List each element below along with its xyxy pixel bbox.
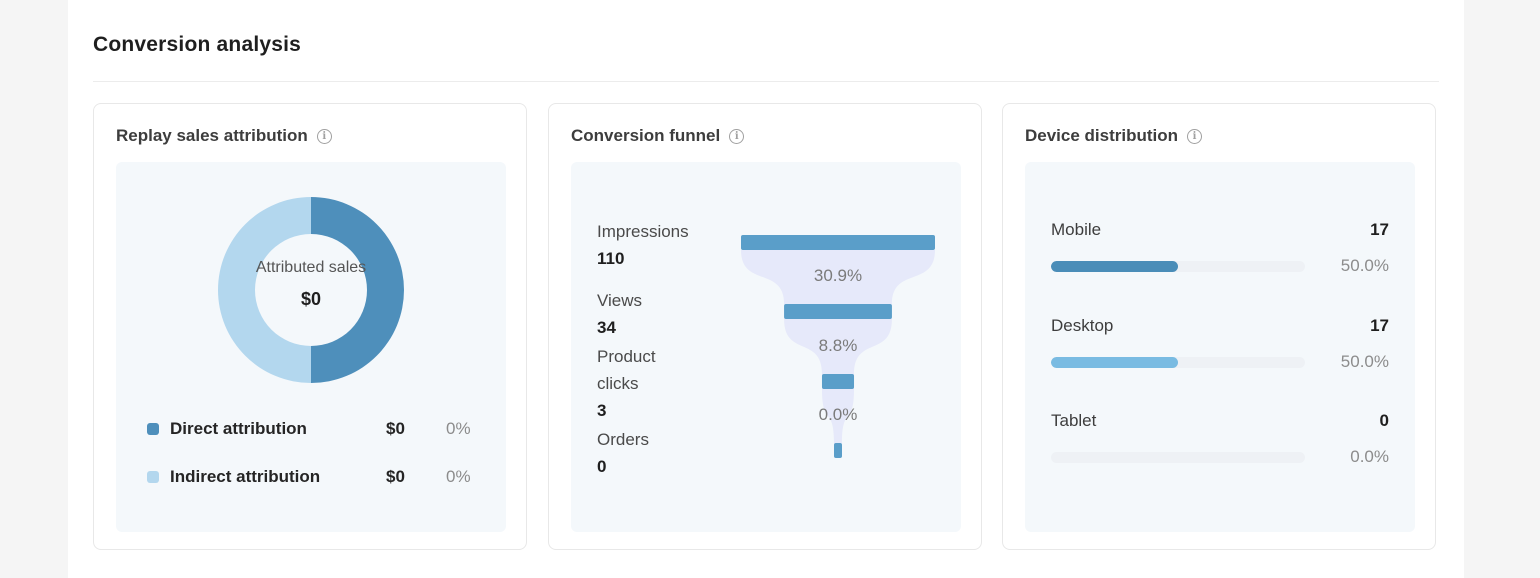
sales-attribution-card: Replay sales attribution i Attributed sa… bbox=[93, 103, 527, 550]
device-distribution-title: Device distribution bbox=[1025, 126, 1179, 145]
info-icon[interactable]: i bbox=[1187, 128, 1203, 144]
conversion-funnel-header: Conversion funnel i bbox=[571, 126, 745, 146]
legend-item-direct[interactable]: Direct attribution $0 0% bbox=[147, 417, 487, 441]
funnel-stage-impressions: Impressions 110 bbox=[597, 218, 717, 272]
funnel-bar-views[interactable] bbox=[784, 304, 892, 319]
device-distribution-body: Mobile 17 50.0% Desktop 17 50.0% bbox=[1025, 162, 1415, 532]
section-title: Conversion analysis bbox=[93, 33, 302, 56]
conversion-analysis-panel: Conversion analysis Replay sales attribu… bbox=[68, 0, 1464, 578]
donut-segment-direct[interactable] bbox=[311, 197, 404, 383]
legend-dot bbox=[147, 471, 159, 483]
funnel-bar-product-clicks[interactable] bbox=[821, 374, 855, 389]
device-distribution-card: Device distribution i Mobile 17 50.0% De… bbox=[1002, 103, 1436, 550]
funnel-stage-value: 34 bbox=[597, 318, 616, 337]
funnel-stage-orders: Orders 0 bbox=[597, 426, 717, 480]
device-row-mobile: Mobile 17 50.0% bbox=[1051, 220, 1389, 276]
funnel-stage-value: 110 bbox=[597, 249, 625, 268]
device-percent: 50.0% bbox=[1340, 352, 1389, 371]
funnel-stage-value: 3 bbox=[597, 401, 607, 420]
device-row-desktop: Desktop 17 50.0% bbox=[1051, 316, 1389, 372]
sales-attribution-title: Replay sales attribution bbox=[116, 126, 308, 145]
device-percent: 0.0% bbox=[1350, 447, 1389, 466]
conversion-funnel-card: Conversion funnel i Impressions 110 View… bbox=[548, 103, 982, 550]
funnel-stage-product-clicks: Product clicks 3 bbox=[597, 343, 677, 424]
donut-center-label: Attributed sales bbox=[255, 258, 367, 276]
device-count: 17 bbox=[1370, 316, 1389, 335]
funnel-stage-value: 0 bbox=[597, 457, 607, 476]
funnel-stage-label: Impressions bbox=[597, 222, 689, 241]
info-icon[interactable]: i bbox=[316, 128, 332, 144]
funnel-bar-impressions[interactable] bbox=[741, 235, 935, 250]
funnel-stage-label: Orders bbox=[597, 430, 649, 449]
legend-item-indirect[interactable]: Indirect attribution $0 0% bbox=[147, 465, 487, 489]
funnel-stage-label: Views bbox=[597, 291, 643, 310]
attribution-donut-chart: Attributed sales $0 bbox=[217, 196, 405, 384]
device-distribution-header: Device distribution i bbox=[1025, 126, 1203, 146]
device-count: 0 bbox=[1379, 411, 1389, 430]
device-progress-track bbox=[1051, 451, 1305, 463]
donut-center-value: $0 bbox=[300, 288, 322, 309]
legend-percent: 0% bbox=[446, 419, 471, 438]
device-progress-fill bbox=[1051, 260, 1178, 272]
legend-name: Indirect attribution bbox=[170, 467, 321, 486]
conversion-funnel-body: Impressions 110 Views 34 Product clicks … bbox=[571, 162, 961, 532]
legend-dot bbox=[147, 423, 159, 435]
device-progress-track bbox=[1051, 260, 1305, 272]
device-name: Desktop bbox=[1051, 316, 1114, 335]
donut-center: Attributed sales $0 bbox=[217, 196, 405, 384]
device-progress-track bbox=[1051, 356, 1305, 368]
funnel-rate-1: 30.9% bbox=[813, 266, 863, 285]
funnel-rate-2: 8.8% bbox=[818, 336, 858, 355]
funnel-stage-views: Views 34 bbox=[597, 287, 717, 341]
legend-value: $0 bbox=[386, 419, 405, 438]
info-icon[interactable]: i bbox=[729, 128, 745, 144]
funnel-stage-label: Product clicks bbox=[597, 347, 656, 393]
device-count: 17 bbox=[1370, 220, 1389, 239]
sales-attribution-body: Attributed sales $0 Direct attribution $… bbox=[116, 162, 506, 532]
funnel-chart bbox=[741, 235, 935, 458]
device-row-tablet: Tablet 0 0.0% bbox=[1051, 411, 1389, 467]
funnel-rate-3: 0.0% bbox=[818, 405, 858, 424]
conversion-funnel-title: Conversion funnel bbox=[571, 126, 721, 145]
funnel-bar-orders[interactable] bbox=[834, 443, 842, 458]
device-progress-fill bbox=[1051, 356, 1178, 368]
legend-percent: 0% bbox=[446, 467, 471, 486]
device-name: Tablet bbox=[1051, 411, 1097, 430]
legend-name: Direct attribution bbox=[170, 419, 307, 438]
sales-attribution-header: Replay sales attribution i bbox=[116, 126, 332, 146]
funnel-shape bbox=[741, 250, 935, 458]
device-percent: 50.0% bbox=[1340, 256, 1389, 275]
section-divider bbox=[93, 81, 1439, 82]
funnel-stage-labels: Impressions 110 Views 34 Product clicks … bbox=[597, 218, 717, 480]
device-name: Mobile bbox=[1051, 220, 1102, 239]
donut-segment-indirect[interactable] bbox=[218, 197, 311, 383]
legend-value: $0 bbox=[386, 467, 405, 486]
